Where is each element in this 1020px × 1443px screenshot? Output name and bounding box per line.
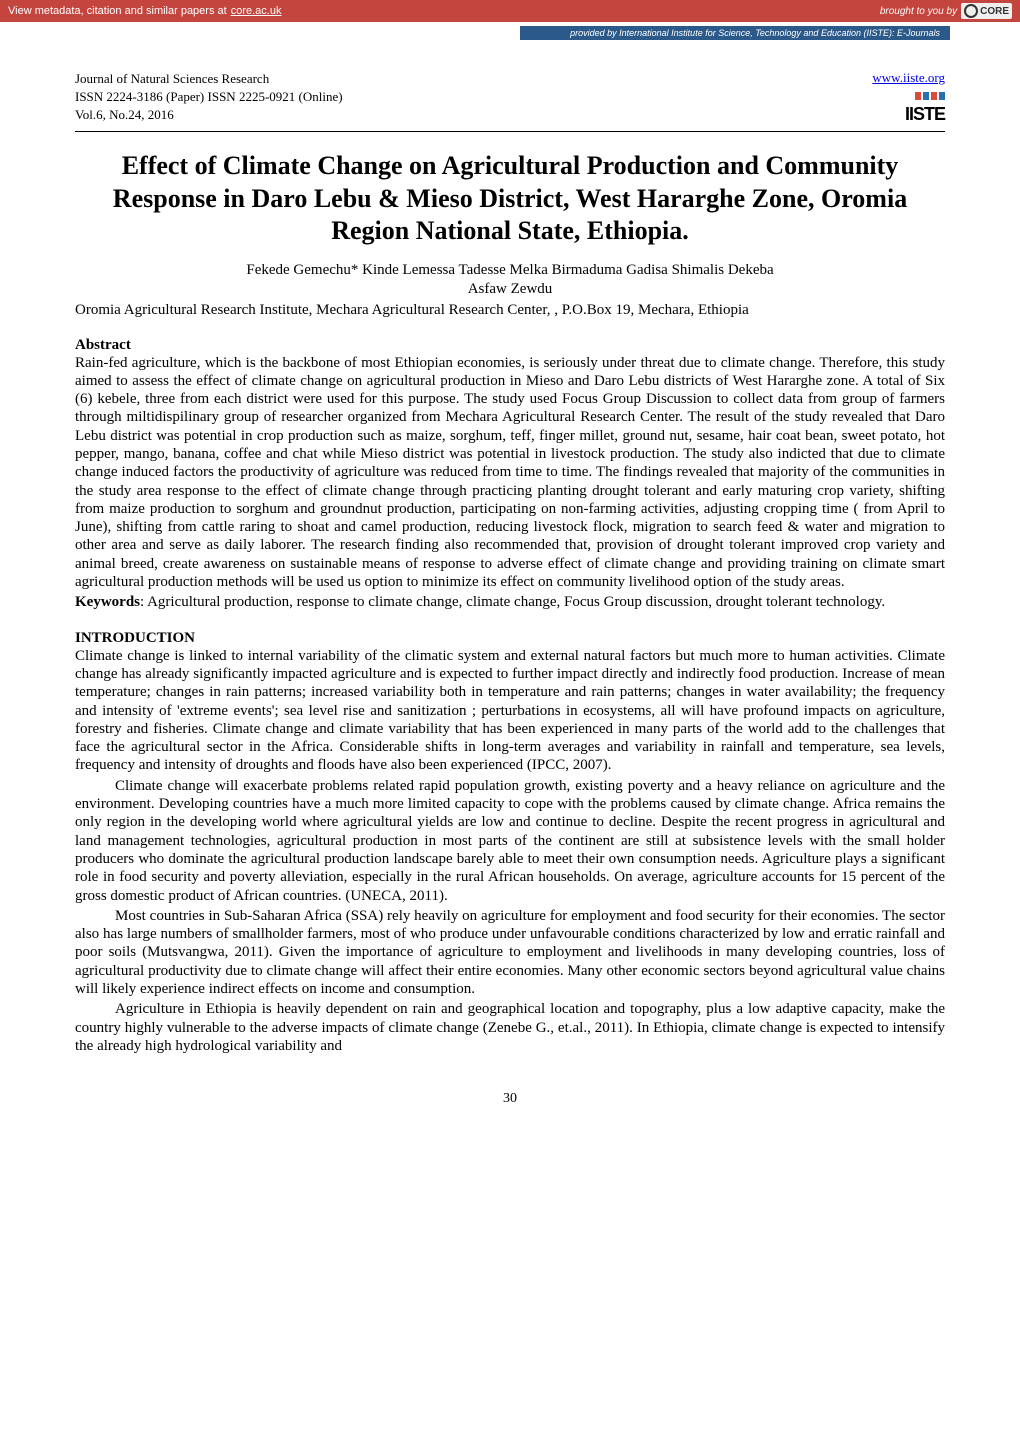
iiste-logo-text: IISTE — [872, 104, 945, 125]
intro-p4: Agriculture in Ethiopia is heavily depen… — [75, 1000, 945, 1055]
authors-text: Fekede Gemechu* Kinde Lemessa Tadesse Me… — [246, 262, 773, 278]
affiliation: Oromia Agricultural Research Institute, … — [75, 302, 945, 319]
abstract-heading: Abstract — [75, 337, 945, 354]
authors-line-2: Asfaw Zewdu — [75, 281, 945, 298]
header-left: Journal of Natural Sciences Research ISS… — [75, 70, 343, 125]
logo-bar — [923, 92, 929, 100]
core-logo-text: CORE — [980, 6, 1009, 17]
provided-by-text: International Institute for Science, Tec… — [619, 28, 940, 38]
iiste-logo-bars-icon — [915, 92, 945, 100]
core-logo[interactable]: CORE — [961, 3, 1012, 19]
introduction-heading: INTRODUCTION — [75, 630, 945, 647]
keywords-label: Keywords — [75, 594, 140, 610]
intro-p2: Climate change will exacerbate problems … — [75, 777, 945, 905]
logo-bar — [915, 92, 921, 100]
header-rule — [75, 131, 945, 132]
paper-title: Effect of Climate Change on Agricultural… — [75, 150, 945, 248]
abstract-section: Abstract Rain-fed agriculture, which is … — [75, 337, 945, 612]
keywords-line: Keywords: Agricultural production, respo… — [75, 593, 945, 611]
header-right: www.iiste.org IISTE — [872, 70, 945, 125]
core-banner-text: View metadata, citation and similar pape… — [8, 5, 227, 17]
core-link[interactable]: core.ac.uk — [231, 5, 282, 17]
core-banner-right: brought to you by CORE — [880, 3, 1012, 19]
page-number: 30 — [75, 1091, 945, 1107]
page-content: Journal of Natural Sciences Research ISS… — [0, 40, 1020, 1127]
authors-line-1: Fekede Gemechu* Kinde Lemessa Tadesse Me… — [75, 262, 945, 279]
core-logo-icon — [964, 4, 978, 18]
volume-line: Vol.6, No.24, 2016 — [75, 106, 343, 124]
iiste-logo: IISTE — [872, 88, 945, 125]
intro-p1: Climate change is linked to internal var… — [75, 647, 945, 775]
logo-bar — [939, 92, 945, 100]
intro-p3: Most countries in Sub-Saharan Africa (SS… — [75, 907, 945, 998]
publisher-url[interactable]: www.iiste.org — [872, 70, 945, 85]
keywords-text: : Agricultural production, response to c… — [140, 594, 885, 610]
abstract-text: Rain-fed agriculture, which is the backb… — [75, 354, 945, 592]
core-banner: View metadata, citation and similar pape… — [0, 0, 1020, 22]
core-banner-left: View metadata, citation and similar pape… — [8, 5, 281, 17]
provided-by-prefix: provided by — [570, 28, 619, 38]
introduction-section: INTRODUCTION Climate change is linked to… — [75, 630, 945, 1056]
issn-line: ISSN 2224-3186 (Paper) ISSN 2225-0921 (O… — [75, 88, 343, 106]
provided-by-strip: provided by International Institute for … — [520, 26, 950, 40]
journal-name: Journal of Natural Sciences Research — [75, 70, 343, 88]
core-brought-by: brought to you by — [880, 6, 957, 17]
running-header: Journal of Natural Sciences Research ISS… — [75, 70, 945, 125]
logo-bar — [931, 92, 937, 100]
